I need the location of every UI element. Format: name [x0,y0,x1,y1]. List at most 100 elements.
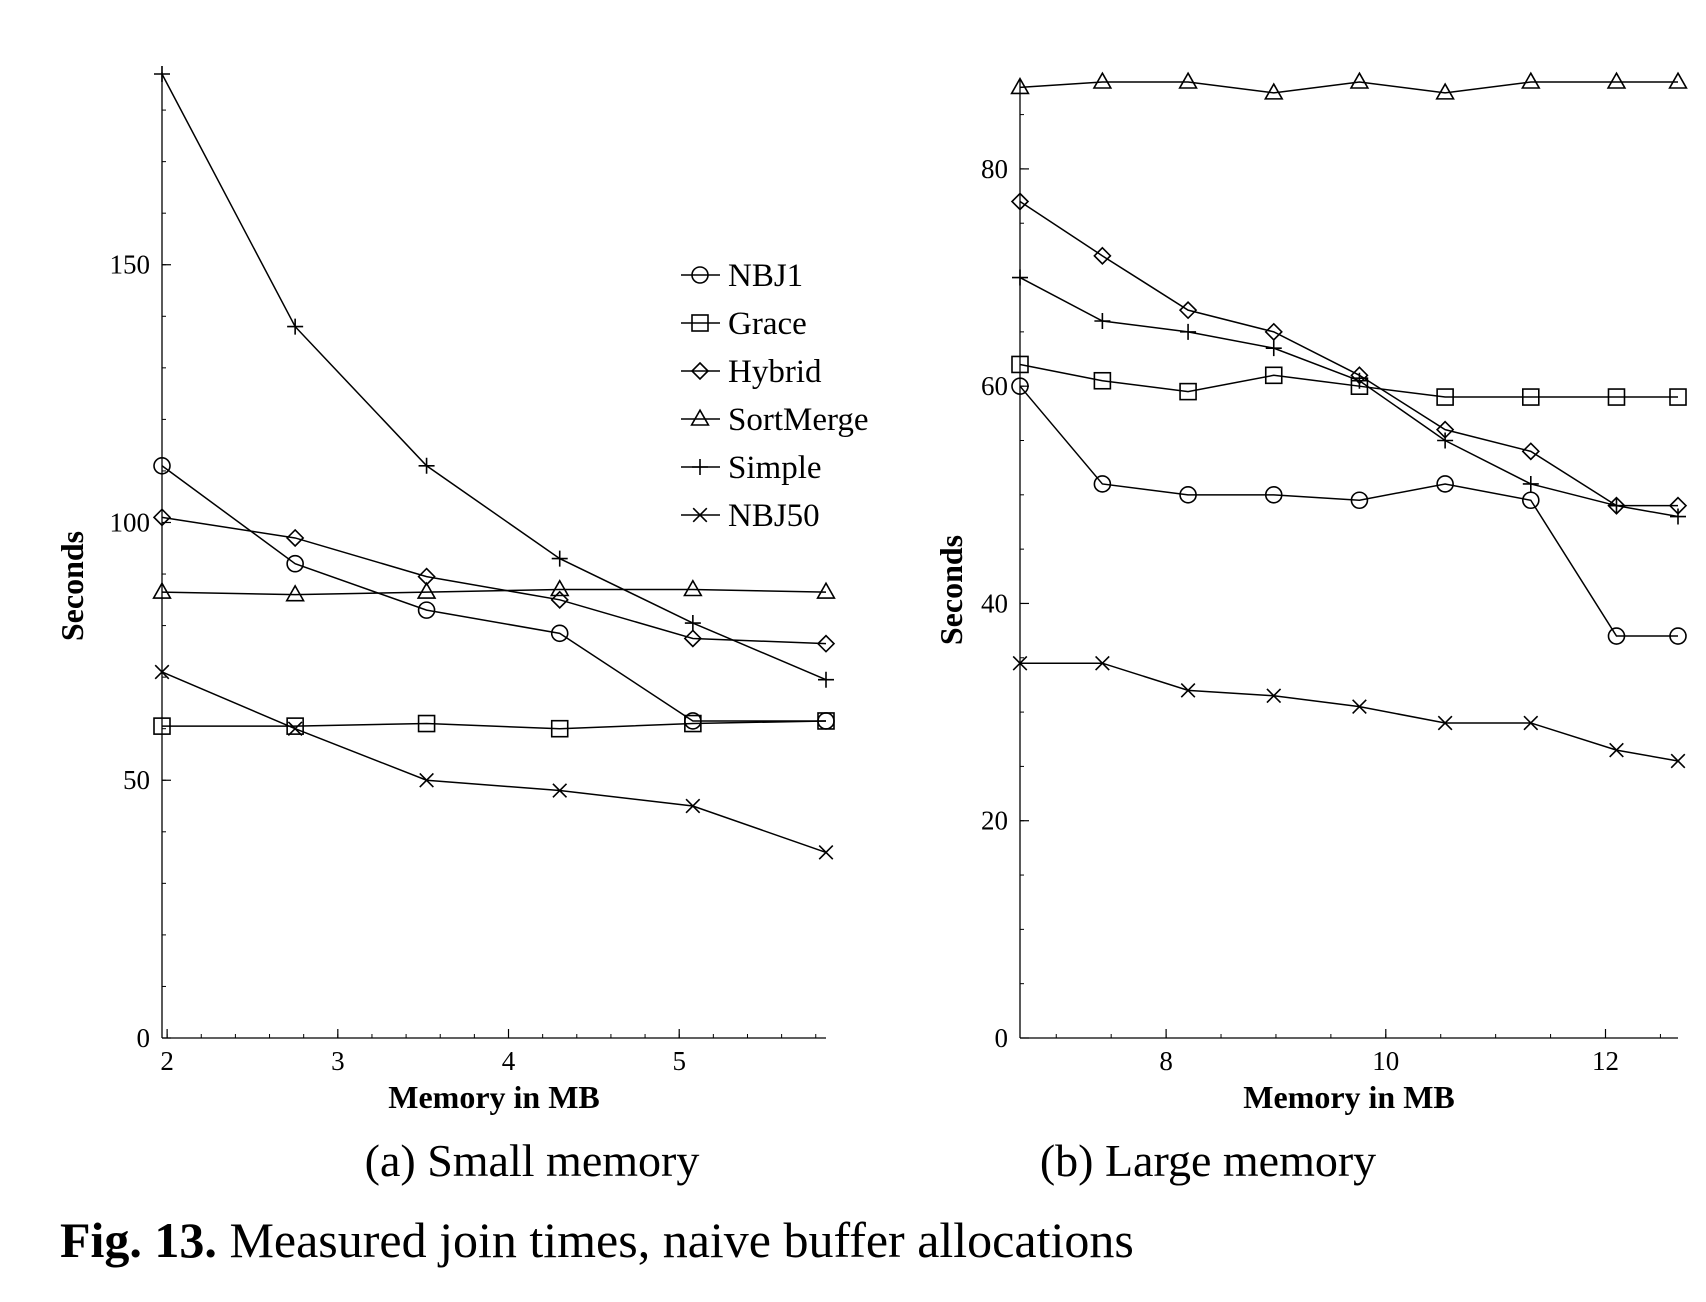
y-tick-label: 80 [981,154,1008,184]
point-grace [1264,366,1283,385]
point-nbj1 [286,554,304,573]
point-sortmerge [1606,71,1627,89]
point-grace [1607,388,1626,406]
point-nbj50 [1352,699,1367,715]
point-nbj1 [1522,491,1540,510]
chart-large-memory: 8 10 12 0 20 40 60 80 Memory in MB Seconds [933,71,1688,1115]
figure-caption: Fig. 13. Measured join times, naive buff… [60,1212,1134,1268]
point-nbj1 [1179,486,1197,504]
y-axis-title: Seconds [54,531,90,641]
point-simple [1437,432,1454,449]
point-nbj1 [1436,475,1454,493]
legend-label: NBJ50 [728,498,820,534]
point-simple [1012,269,1028,286]
figure-caption-text: Measured join times, naive buffer alloca… [217,1212,1134,1268]
point-hybrid [286,528,305,548]
y-tick-label: 100 [110,507,151,537]
x-tick-label: 12 [1592,1046,1619,1076]
point-hybrid [1521,442,1540,461]
point-grace [817,712,835,730]
point-nbj50 [1609,742,1624,758]
point-nbj1 [417,601,436,619]
point-nbj50 [419,772,434,788]
point-sortmerge [1668,71,1688,89]
x-tick-label: 8 [1159,1046,1173,1076]
series-line-grace [162,720,827,730]
point-nbj50 [552,783,568,798]
point-grace [1179,382,1197,401]
series-simple [154,66,834,688]
point-hybrid [1264,322,1283,341]
point-grace [153,717,171,735]
legend-marker-nbj50 [692,507,708,523]
legend-label: SortMerge [728,402,869,438]
series-nbj50 [154,664,834,860]
legend-marker-grace [691,314,709,332]
point-simple [1094,313,1111,329]
legend-label: NBJ1 [728,258,803,294]
point-sortmerge [152,581,172,599]
point-nbj1 [1093,475,1112,493]
point-grace [1436,388,1454,406]
point-sortmerge [1263,82,1284,100]
legend-marker-simple [692,459,708,475]
legend-label: Grace [728,306,807,342]
y-tick-label: 60 [981,371,1008,401]
point-simple [1608,497,1625,514]
legend-item-grace: Grace [681,306,807,342]
series-nbj1 [1011,377,1687,645]
legend-label: Hybrid [728,354,822,390]
point-simple [154,66,170,82]
point-simple [684,615,701,632]
series-line-simple [161,73,827,681]
point-sortmerge [1435,82,1455,100]
y-tick-label: 150 [110,250,151,280]
point-nbj50 [818,845,834,860]
point-simple [1265,340,1282,357]
point-hybrid [683,629,702,648]
x-tick-label: 5 [672,1046,686,1076]
legend: NBJ1 Grace Hybrid SortMerge Simple NBJ50 [681,258,869,534]
legend-item-simple: Simple [681,450,822,486]
point-grace [286,717,304,735]
legend-item-sortmerge: SortMerge [681,402,869,438]
point-nbj50 [1180,682,1196,698]
series-grace [153,712,835,738]
point-nbj1 [1607,627,1626,645]
point-grace [417,714,436,733]
point-sortmerge [1349,71,1370,89]
point-nbj1 [550,624,569,643]
series-line-grace [1019,363,1678,398]
point-sortmerge [416,581,437,599]
legend-label: Simple [728,450,822,486]
series-nbj50 [1012,655,1686,769]
point-nbj1 [1011,377,1029,395]
legend-marker-hybrid [690,361,710,381]
legend-marker-nbj1 [691,266,709,284]
x-tick-label: 4 [502,1046,516,1076]
point-nbj50 [1095,655,1110,671]
point-hybrid [550,590,569,609]
point-grace [1011,355,1029,374]
x-tick-label: 3 [331,1046,345,1076]
y-axis-title: Seconds [933,535,969,645]
legend-item-hybrid: Hybrid [681,354,822,390]
point-simple [1670,508,1686,525]
point-sortmerge [549,579,570,597]
series-simple [1012,269,1686,525]
point-nbj50 [154,664,170,680]
series-line-hybrid [161,516,827,645]
point-sortmerge [285,584,305,602]
series-grace [1011,355,1687,406]
series-sortmerge [152,579,836,602]
point-nbj1 [1264,486,1283,504]
point-simple [1180,323,1197,340]
point-hybrid [152,508,172,527]
point-grace [550,719,569,738]
point-simple [818,671,834,688]
subcaption-large-memory: (b) Large memory [1040,1135,1376,1186]
y-tick-label: 20 [981,806,1008,836]
point-simple [418,457,435,474]
point-grace [1522,388,1540,406]
